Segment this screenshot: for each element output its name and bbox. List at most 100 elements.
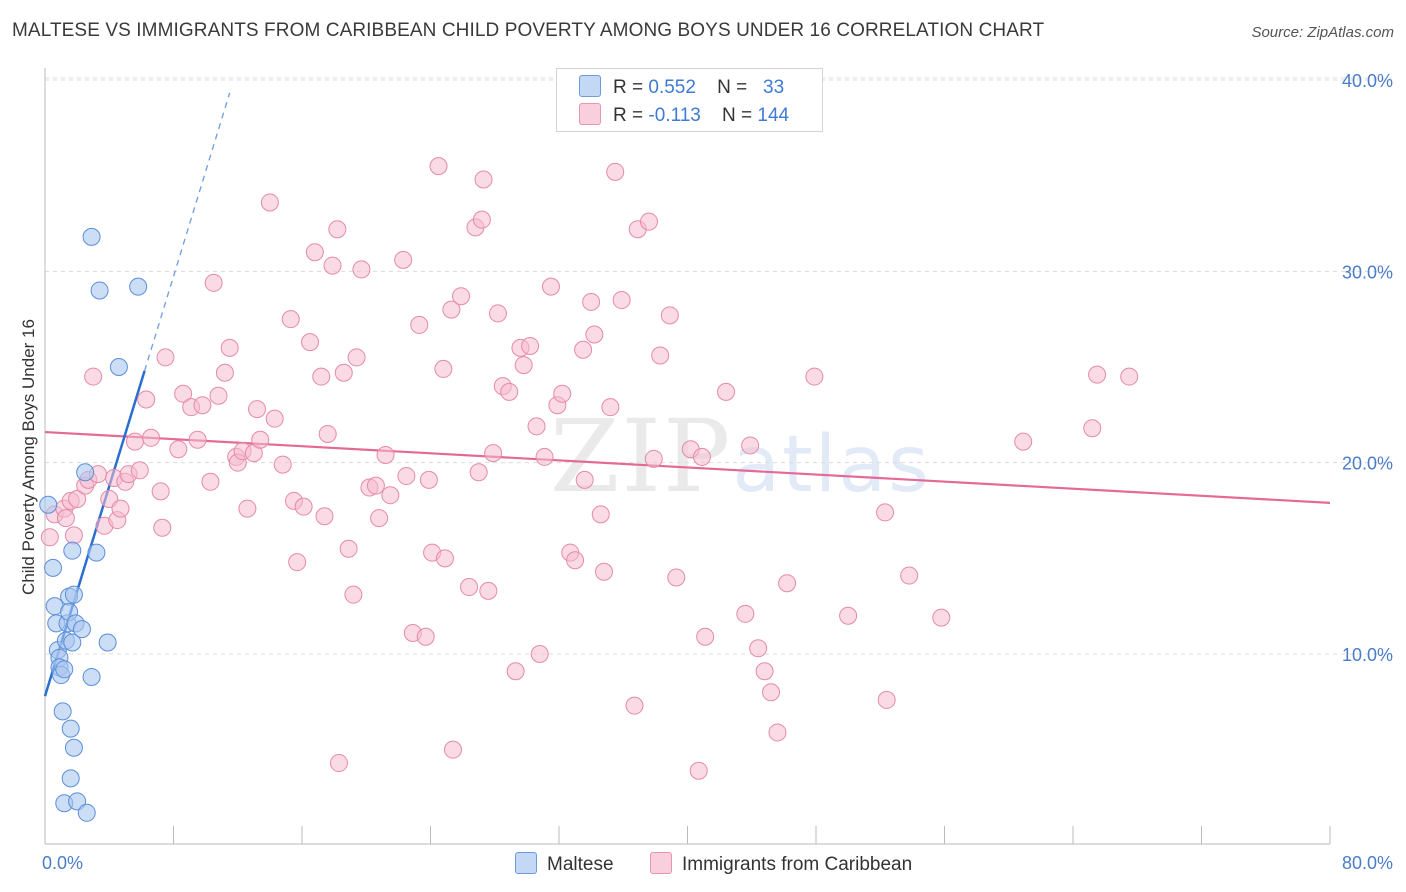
caribbean-point xyxy=(174,384,193,403)
caribbean-point xyxy=(251,430,270,449)
caribbean-point xyxy=(514,356,533,375)
maltese-point xyxy=(44,558,63,577)
data-points xyxy=(39,157,1139,822)
caribbean-point xyxy=(535,447,554,466)
caribbean-point xyxy=(474,170,493,189)
legend-n-value-caribbean: 144 xyxy=(757,105,790,126)
axes xyxy=(44,68,1331,845)
maltese-point xyxy=(82,227,101,246)
caribbean-point xyxy=(625,696,644,715)
legend-swatch-maltese xyxy=(579,75,601,97)
caribbean-point xyxy=(717,382,736,401)
caribbean-point xyxy=(768,723,787,742)
maltese-point xyxy=(76,463,95,482)
bottom-legend-swatch-caribbean xyxy=(650,852,672,874)
caribbean-point xyxy=(500,382,519,401)
caribbean-point xyxy=(574,340,593,359)
maltese-point xyxy=(39,495,58,514)
caribbean-point xyxy=(692,447,711,466)
caribbean-point xyxy=(521,336,540,355)
caribbean-point xyxy=(553,384,572,403)
maltese-point xyxy=(82,667,101,686)
maltese-point xyxy=(77,803,96,822)
caribbean-point xyxy=(612,291,631,310)
caribbean-point xyxy=(594,562,613,581)
caribbean-point xyxy=(541,277,560,296)
caribbean-point xyxy=(749,639,768,658)
caribbean-point xyxy=(288,553,307,572)
caribbean-point xyxy=(582,292,601,311)
caribbean-point xyxy=(736,604,755,623)
bottom-legend-label-maltese: Maltese xyxy=(547,854,614,875)
caribbean-point xyxy=(260,193,279,212)
caribbean-point xyxy=(209,386,228,405)
caribbean-point xyxy=(64,526,83,545)
y-tick-label: 10.0% xyxy=(1342,645,1393,665)
legend-n-value-maltese: 33 xyxy=(763,77,785,98)
caribbean-point xyxy=(410,315,429,334)
caribbean-point xyxy=(334,363,353,382)
maltese-point xyxy=(129,277,148,296)
caribbean-point xyxy=(755,662,774,681)
caribbean-point xyxy=(696,627,715,646)
caribbean-point xyxy=(366,476,385,495)
caribbean-point xyxy=(220,338,239,357)
caribbean-point xyxy=(434,359,453,378)
maltese-point xyxy=(68,792,87,811)
caribbean-point xyxy=(125,432,144,451)
caribbean-point xyxy=(479,581,498,600)
caribbean-point xyxy=(762,683,781,702)
caribbean-point xyxy=(660,306,679,325)
caribbean-point xyxy=(484,444,503,463)
caribbean-point xyxy=(591,505,610,524)
caribbean-point xyxy=(639,212,658,231)
caribbean-point xyxy=(429,157,448,176)
maltese-point xyxy=(109,358,128,376)
caribbean-point xyxy=(111,499,130,518)
caribbean-point xyxy=(443,740,462,759)
caribbean-point xyxy=(452,287,471,306)
legend-r-label: R = xyxy=(613,105,644,126)
caribbean-point xyxy=(370,509,389,528)
bottom-legend-maltese: Maltese xyxy=(515,852,614,876)
caribbean-point xyxy=(667,568,686,587)
caribbean-point xyxy=(169,440,188,459)
caribbean-point xyxy=(318,424,337,443)
legend-r-value-caribbean: -0.113 xyxy=(648,105,701,126)
caribbean-point xyxy=(193,396,212,415)
caribbean-point xyxy=(1083,419,1102,438)
caribbean-point xyxy=(900,566,919,585)
caribbean-point xyxy=(130,461,149,480)
x-tick-label: 0.0% xyxy=(42,853,83,873)
trend-lines xyxy=(43,92,1331,697)
caribbean-point xyxy=(137,390,156,409)
maltese-point xyxy=(87,543,106,562)
caribbean-point xyxy=(376,446,395,465)
caribbean-point xyxy=(469,463,488,482)
correlation-legend: R = 0.552 N = 33 R = -0.113 N = 144 xyxy=(556,68,823,132)
caribbean-point xyxy=(460,578,479,597)
caribbean-point xyxy=(339,539,358,558)
maltese-point xyxy=(53,702,72,721)
caribbean-point xyxy=(416,627,435,646)
caribbean-point xyxy=(1014,432,1033,451)
caribbean-point xyxy=(281,310,300,329)
caribbean-point xyxy=(40,528,59,547)
caribbean-point xyxy=(142,428,161,447)
legend-row-caribbean: R = -0.113 N = 144 xyxy=(579,103,789,127)
legend-swatch-caribbean xyxy=(579,103,601,125)
legend-row-maltese: R = 0.552 N = 33 xyxy=(579,75,784,99)
chart-title: MALTESE VS IMMIGRANTS FROM CARIBBEAN CHI… xyxy=(12,20,1045,41)
watermark: ZIPatlas xyxy=(550,398,931,515)
caribbean-point xyxy=(1120,367,1139,386)
caribbean-point xyxy=(153,518,172,537)
y-tick-label: 30.0% xyxy=(1342,262,1393,282)
bottom-legend-caribbean: Immigrants from Caribbean xyxy=(650,852,912,876)
maltese-point xyxy=(72,620,91,639)
caribbean-point xyxy=(151,482,170,501)
y-axis-title: Child Poverty Among Boys Under 16 xyxy=(19,319,38,595)
maltese-point xyxy=(61,719,80,738)
caribbean-point xyxy=(472,210,491,229)
caribbean-point xyxy=(741,436,760,455)
bottom-legend-label-caribbean: Immigrants from Caribbean xyxy=(682,854,913,875)
